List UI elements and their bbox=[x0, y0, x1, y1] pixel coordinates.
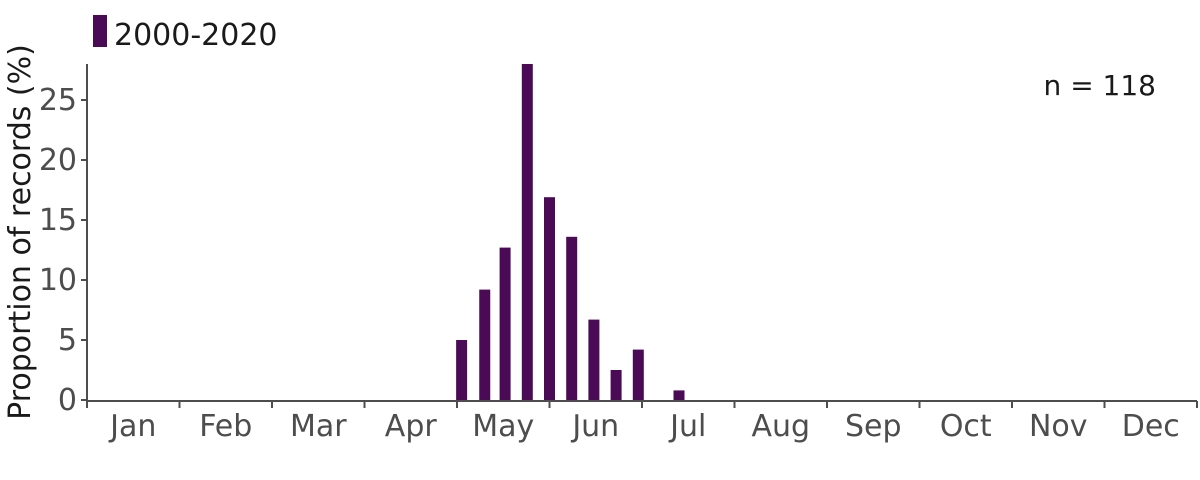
x-tick-label-apr: Apr bbox=[385, 409, 438, 444]
bar bbox=[479, 289, 491, 400]
y-tick-label: 5 bbox=[58, 323, 77, 358]
x-tick-label-may: May bbox=[472, 409, 534, 444]
bar bbox=[588, 319, 600, 400]
bar bbox=[521, 64, 533, 400]
x-tick-label-aug: Aug bbox=[751, 409, 810, 444]
y-tick-label: 10 bbox=[39, 263, 77, 298]
bar bbox=[566, 236, 578, 400]
bar bbox=[544, 197, 555, 400]
x-tick-label-mar: Mar bbox=[290, 409, 347, 444]
sample-size-annotation: n = 118 bbox=[1044, 69, 1156, 102]
bar bbox=[499, 247, 511, 400]
bars bbox=[456, 64, 685, 400]
y-axis-title: Proportion of records (%) bbox=[3, 44, 38, 420]
x-tick-label-dec: Dec bbox=[1122, 409, 1180, 444]
bar bbox=[456, 340, 468, 400]
x-tick-label-oct: Oct bbox=[940, 409, 992, 444]
y-tick-label: 15 bbox=[39, 203, 77, 238]
bar bbox=[632, 349, 644, 400]
x-tick-label-jun: Jun bbox=[570, 409, 619, 444]
y-tick-label: 0 bbox=[58, 383, 77, 418]
bar bbox=[673, 390, 685, 400]
x-axis: Jan Feb Mar Apr May Jun Jul Aug Sep Oct Nov Dec bbox=[86, 400, 1198, 444]
y-tick-label: 20 bbox=[39, 143, 77, 178]
x-tick-label-sep: Sep bbox=[845, 409, 902, 444]
legend: 2000-2020 bbox=[93, 15, 278, 53]
x-tick-label-nov: Nov bbox=[1029, 409, 1088, 444]
legend-swatch bbox=[93, 15, 107, 47]
y-tick-label: 25 bbox=[39, 83, 77, 118]
y-axis: 0 5 10 15 20 25 bbox=[39, 64, 88, 418]
bar bbox=[610, 370, 622, 400]
x-tick-label-jan: Jan bbox=[108, 409, 156, 444]
legend-label: 2000-2020 bbox=[114, 18, 278, 53]
x-tick-label-jul: Jul bbox=[668, 409, 706, 444]
x-tick-label-feb: Feb bbox=[199, 409, 252, 444]
